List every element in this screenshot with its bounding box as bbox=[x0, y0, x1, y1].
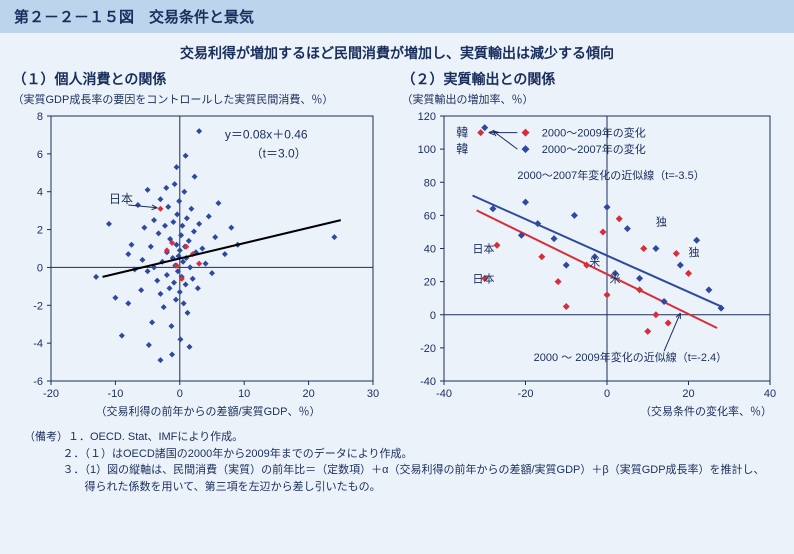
chart-2-title: （２）実質輸出との関係 bbox=[402, 69, 782, 89]
figure-title: 第２－２－１５図 交易条件と景気 bbox=[14, 9, 254, 26]
svg-text:2000～2009年の変化: 2000～2009年の変化 bbox=[541, 126, 645, 140]
svg-text:120: 120 bbox=[417, 111, 435, 123]
svg-text:-40: -40 bbox=[420, 376, 436, 388]
svg-text:40: 40 bbox=[763, 388, 775, 400]
chart-1-subtitle: （実質GDP成長率の要因をコントロールした実質民間消費、％） bbox=[13, 91, 393, 107]
svg-text:米: 米 bbox=[589, 256, 600, 269]
svg-text:-20: -20 bbox=[420, 343, 436, 355]
svg-text:韓: 韓 bbox=[456, 142, 468, 156]
svg-text:20: 20 bbox=[302, 388, 314, 400]
note-2: ２．（１）はOECD諸国の2000年から2009年までのデータにより作成。 bbox=[24, 446, 770, 463]
svg-text:4: 4 bbox=[36, 187, 42, 199]
svg-text:80: 80 bbox=[423, 177, 435, 189]
svg-text:-2: -2 bbox=[33, 300, 43, 312]
svg-text:-10: -10 bbox=[107, 388, 123, 400]
note-1: （備考）１．OECD. Stat、IMFにより作成。 bbox=[24, 429, 770, 446]
svg-text:（t＝3.0）: （t＝3.0） bbox=[250, 147, 306, 161]
svg-text:-40: -40 bbox=[436, 388, 452, 400]
svg-text:30: 30 bbox=[366, 388, 378, 400]
svg-text:2: 2 bbox=[36, 225, 42, 237]
svg-text:-20: -20 bbox=[517, 388, 533, 400]
svg-text:2000～2007年の変化: 2000～2007年の変化 bbox=[541, 142, 645, 156]
chart-1-title: （１）個人消費との関係 bbox=[13, 69, 393, 89]
svg-text:0: 0 bbox=[36, 262, 42, 274]
svg-text:2000～2007年変化の近似線（t=-3.5）: 2000～2007年変化の近似線（t=-3.5） bbox=[517, 168, 704, 182]
svg-text:日本: 日本 bbox=[108, 192, 132, 206]
svg-text:y＝0.08x＋0.46: y＝0.08x＋0.46 bbox=[224, 128, 307, 142]
svg-text:韓: 韓 bbox=[456, 126, 468, 140]
svg-text:（交易利得の前年からの差額/実質GDP、％）: （交易利得の前年からの差額/実質GDP、％） bbox=[95, 404, 320, 418]
svg-text:20: 20 bbox=[423, 277, 435, 289]
svg-text:-20: -20 bbox=[43, 388, 59, 400]
chart-1-svg: -20-100102030-6-4-202468y＝0.08x＋0.46（t＝3… bbox=[13, 111, 383, 421]
svg-text:0: 0 bbox=[429, 310, 435, 322]
svg-text:6: 6 bbox=[36, 149, 42, 161]
svg-text:8: 8 bbox=[36, 111, 42, 123]
svg-text:-6: -6 bbox=[33, 376, 43, 388]
svg-text:40: 40 bbox=[423, 244, 435, 256]
svg-text:100: 100 bbox=[417, 144, 435, 156]
svg-text:10: 10 bbox=[238, 388, 250, 400]
svg-text:米: 米 bbox=[609, 272, 620, 285]
chart-1: （１）個人消費との関係 （実質GDP成長率の要因をコントロールした実質民間消費、… bbox=[13, 69, 393, 421]
charts-row: （１）個人消費との関係 （実質GDP成長率の要因をコントロールした実質民間消費、… bbox=[0, 69, 794, 421]
svg-text:-4: -4 bbox=[33, 338, 43, 350]
chart-2-subtitle: （実質輸出の増加率、％） bbox=[402, 91, 782, 107]
figure-header: 第２－２－１５図 交易条件と景気 bbox=[0, 0, 794, 33]
svg-text:独: 独 bbox=[655, 216, 666, 229]
chart-2: （２）実質輸出との関係 （実質輸出の増加率、％） -40-2002040-40-… bbox=[402, 69, 782, 421]
note-3: ３．（1）図の縦軸は、民間消費（実質）の前年比＝（定数項）＋α（交易利得の前年か… bbox=[24, 462, 770, 495]
svg-text:独: 独 bbox=[688, 246, 699, 259]
chart-2-svg: -40 -20 0 20 40 -40 -20 0 20 40 60 80 100 120 2000～200… bbox=[402, 111, 782, 421]
footnotes: （備考）１．OECD. Stat、IMFにより作成。 ２．（１）はOECD諸国の… bbox=[0, 421, 794, 495]
svg-text:0: 0 bbox=[603, 388, 609, 400]
svg-text:0: 0 bbox=[176, 388, 182, 400]
svg-text:（交易条件の変化率、％）: （交易条件の変化率、％） bbox=[640, 404, 772, 418]
svg-text:20: 20 bbox=[682, 388, 694, 400]
figure-subtitle: 交易利得が増加するほど民間消費が増加し、実質輸出は減少する傾向 bbox=[0, 33, 794, 69]
svg-text:日本: 日本 bbox=[472, 271, 494, 285]
svg-text:60: 60 bbox=[423, 210, 435, 222]
svg-text:2000 ～ 2009年変化の近似線（t=-2.4）: 2000 ～ 2009年変化の近似線（t=-2.4） bbox=[533, 350, 727, 364]
svg-text:日本: 日本 bbox=[472, 242, 494, 256]
